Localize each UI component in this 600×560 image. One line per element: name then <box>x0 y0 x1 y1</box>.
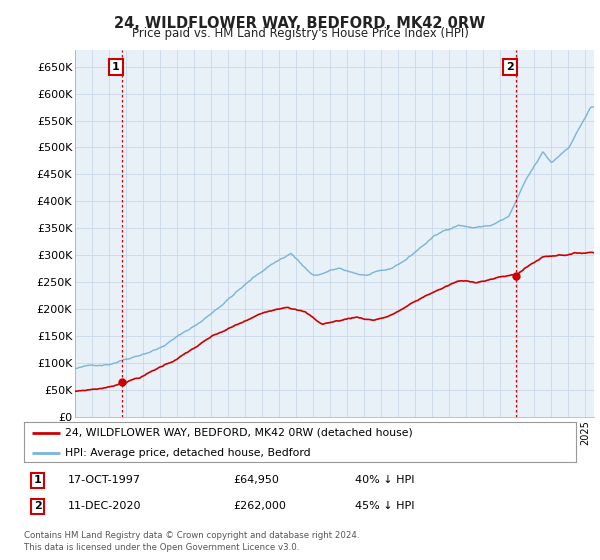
Text: £64,950: £64,950 <box>234 475 280 486</box>
Text: 1: 1 <box>112 62 120 72</box>
Text: 2: 2 <box>506 62 514 72</box>
Text: 40% ↓ HPI: 40% ↓ HPI <box>355 475 415 486</box>
Text: 17-OCT-1997: 17-OCT-1997 <box>68 475 141 486</box>
Text: 11-DEC-2020: 11-DEC-2020 <box>68 501 142 511</box>
Text: HPI: Average price, detached house, Bedford: HPI: Average price, detached house, Bedf… <box>65 448 311 458</box>
Text: 24, WILDFLOWER WAY, BEDFORD, MK42 0RW (detached house): 24, WILDFLOWER WAY, BEDFORD, MK42 0RW (d… <box>65 428 413 437</box>
Text: Contains HM Land Registry data © Crown copyright and database right 2024.
This d: Contains HM Land Registry data © Crown c… <box>24 531 359 552</box>
Text: 1: 1 <box>34 475 41 486</box>
Text: Price paid vs. HM Land Registry's House Price Index (HPI): Price paid vs. HM Land Registry's House … <box>131 27 469 40</box>
Text: £262,000: £262,000 <box>234 501 287 511</box>
Text: 45% ↓ HPI: 45% ↓ HPI <box>355 501 415 511</box>
Text: 2: 2 <box>34 501 41 511</box>
Text: 24, WILDFLOWER WAY, BEDFORD, MK42 0RW: 24, WILDFLOWER WAY, BEDFORD, MK42 0RW <box>115 16 485 31</box>
